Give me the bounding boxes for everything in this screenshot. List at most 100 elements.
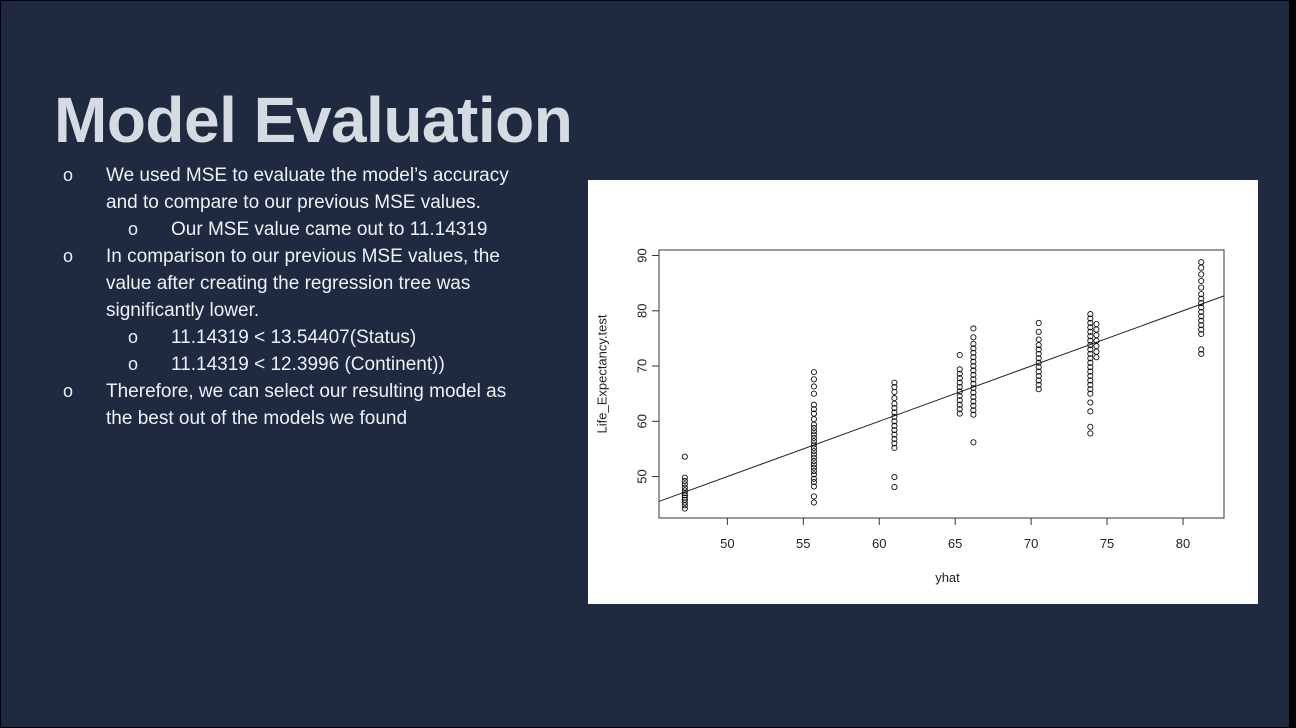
data-point (1035, 359, 1042, 366)
data-point (1198, 313, 1205, 320)
data-point (1035, 328, 1042, 335)
data-point (1198, 308, 1205, 315)
data-point (810, 479, 817, 486)
data-point (1198, 291, 1205, 298)
data-point (681, 496, 688, 503)
bullet-list: o We used MSE to evaluate the model’s acc… (1, 162, 561, 432)
data-point (956, 388, 963, 395)
data-point (810, 448, 817, 455)
data-point (1087, 368, 1094, 375)
data-point (810, 458, 817, 465)
bullet-text: 11.14319 < 12.3996 (Continent)) (171, 354, 445, 375)
bullet-marker: o (63, 381, 74, 401)
data-point (1198, 350, 1205, 357)
data-point (1087, 408, 1094, 415)
sub-bullet-item: o 11.14319 < 12.3996 (Continent)) (1, 351, 551, 378)
data-point (1087, 381, 1094, 388)
bullet-marker: o (128, 354, 139, 374)
y-axis-label: Life_Expectancy.test (594, 314, 609, 433)
data-point (956, 383, 963, 391)
x-tick-label: 80 (1176, 536, 1190, 551)
data-point (1198, 326, 1205, 333)
data-point (1198, 330, 1205, 338)
data-point (1198, 284, 1205, 291)
data-point (681, 453, 688, 460)
data-point (891, 435, 898, 443)
data-point (1035, 372, 1042, 380)
data-point (1198, 346, 1205, 353)
data-point (1035, 336, 1042, 343)
data-point (810, 424, 817, 431)
data-point (1093, 332, 1100, 339)
data-point (970, 439, 977, 446)
data-point (891, 413, 898, 420)
data-point (1093, 348, 1100, 355)
data-point (1087, 386, 1094, 393)
data-point (810, 410, 817, 417)
bullet-marker: o (128, 219, 139, 239)
data-point (891, 379, 898, 386)
data-point (1093, 354, 1100, 361)
data-point (1093, 343, 1100, 350)
data-point (956, 406, 963, 413)
data-point (956, 392, 963, 399)
data-point (810, 390, 817, 397)
data-point (1198, 299, 1205, 307)
data-point (810, 434, 817, 441)
x-tick-label: 50 (720, 536, 734, 551)
data-point (681, 494, 688, 501)
data-point (1035, 355, 1042, 362)
data-point (891, 427, 898, 434)
y-tick-label: 90 (634, 248, 649, 262)
bullet-item: o Therefore, we can select our resulting … (1, 378, 536, 432)
bullet-text: In comparison to our previous MSE values… (106, 246, 500, 321)
data-point (1035, 377, 1042, 384)
data-point (1198, 322, 1205, 329)
data-point (681, 477, 688, 485)
data-point (1087, 430, 1094, 437)
data-point (810, 383, 817, 390)
data-point (970, 354, 977, 361)
bullet-marker: o (63, 246, 74, 266)
data-point (1087, 355, 1094, 362)
data-point (1198, 264, 1205, 271)
data-point (970, 345, 977, 352)
y-tick-label: 80 (634, 304, 649, 318)
bullet-text: Therefore, we can select our resulting m… (106, 381, 507, 429)
data-point (891, 440, 898, 447)
data-point (970, 385, 977, 392)
data-point (970, 411, 977, 418)
data-point (1035, 319, 1042, 326)
bullet-text: We used MSE to evaluate the model’s accu… (106, 165, 509, 213)
data-point (970, 407, 977, 414)
data-point (970, 358, 977, 365)
data-point (970, 393, 977, 401)
data-point (891, 383, 898, 391)
data-point (1035, 381, 1042, 388)
data-point (970, 362, 977, 370)
x-tick-label: 70 (1024, 536, 1038, 551)
data-point (1087, 359, 1094, 366)
data-point (970, 389, 977, 396)
data-point (1035, 386, 1042, 393)
bullet-marker: o (128, 327, 139, 347)
data-point (1093, 326, 1100, 333)
data-point (891, 395, 898, 402)
data-point (1198, 271, 1205, 278)
data-point (681, 505, 688, 512)
data-point (956, 397, 963, 404)
data-point (1093, 320, 1100, 328)
data-point (810, 461, 817, 468)
bullet-text: Our MSE value came out to 11.14319 (171, 219, 488, 240)
data-point (810, 416, 817, 423)
data-point (891, 431, 898, 438)
x-tick-label: 55 (796, 536, 810, 551)
data-point (1198, 317, 1205, 324)
data-point (956, 370, 963, 377)
y-tick-label: 60 (634, 414, 649, 428)
data-point (1198, 304, 1205, 311)
data-point (970, 334, 977, 341)
plot-frame (658, 249, 1225, 519)
data-point (1087, 328, 1094, 335)
